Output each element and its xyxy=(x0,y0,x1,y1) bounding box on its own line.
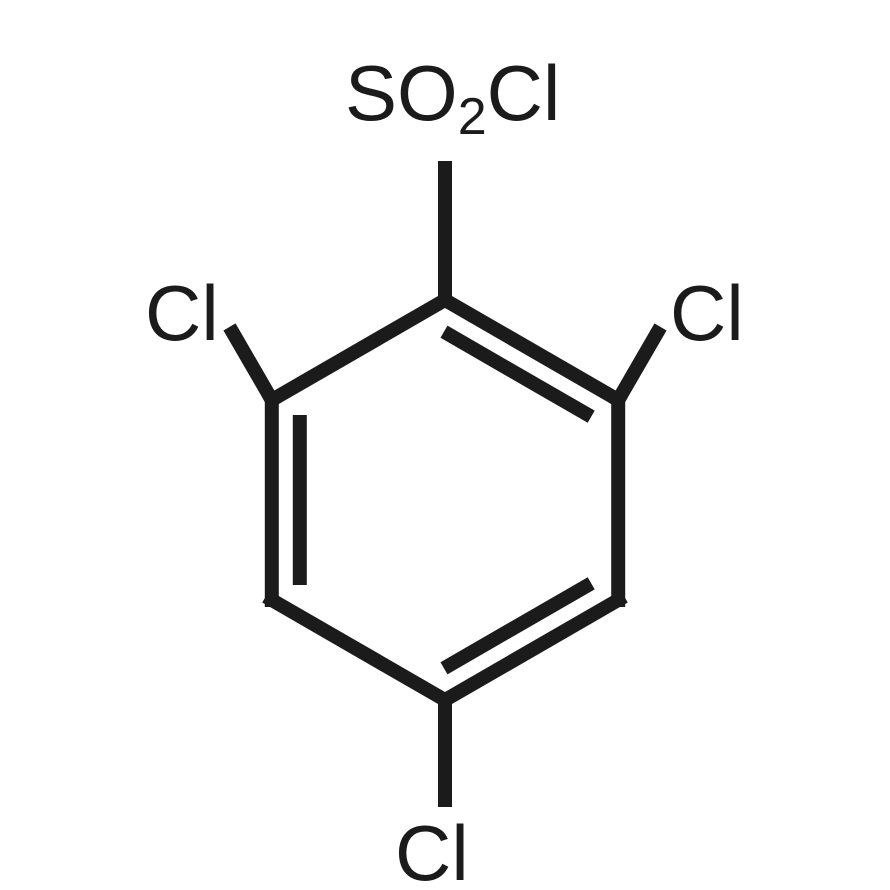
ring-bond xyxy=(272,300,445,400)
label-cl-bottom: Cl xyxy=(395,809,469,890)
bond-right xyxy=(618,333,657,400)
label-cl-left: Cl xyxy=(145,269,219,357)
label-cl-right: Cl xyxy=(670,269,744,357)
bond-left xyxy=(233,333,272,400)
ring-bond xyxy=(272,600,445,700)
molecule-diagram: SO2Cl Cl Cl Cl xyxy=(0,0,890,890)
label-so2cl: SO2Cl xyxy=(345,49,560,146)
